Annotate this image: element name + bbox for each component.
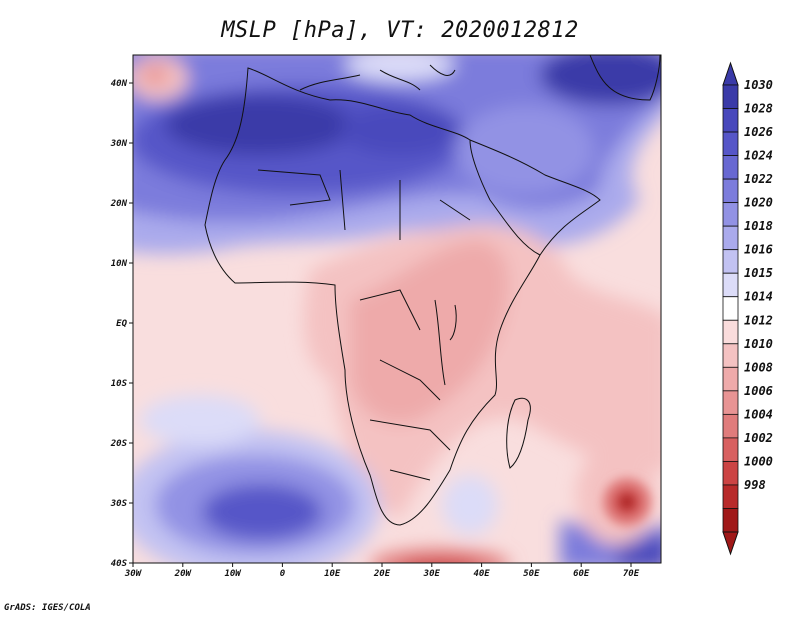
colorbar-label: 1012 bbox=[744, 313, 773, 327]
colorbar-label: 998 bbox=[744, 478, 766, 492]
colorbar-segment bbox=[722, 296, 739, 321]
colorbar-label: 1002 bbox=[744, 431, 773, 445]
colorbar-label: 1000 bbox=[744, 454, 773, 468]
x-tick-label: 30E bbox=[423, 569, 441, 579]
colorbar-label: 1030 bbox=[744, 78, 773, 92]
x-tick-label: 40E bbox=[473, 569, 490, 579]
coastline bbox=[204, 55, 661, 526]
y-tick-label: 30N bbox=[110, 139, 128, 149]
colorbar-segment bbox=[722, 413, 739, 439]
x-tick-label: 0 bbox=[280, 569, 286, 579]
x-tick-label: 50E bbox=[523, 569, 540, 579]
y-tick-label: 20S bbox=[110, 439, 128, 449]
colorbar-label: 1016 bbox=[744, 243, 773, 257]
x-tick-label: 20W bbox=[174, 569, 193, 579]
colorbar-label: 1014 bbox=[744, 290, 773, 304]
y-tick-label: EQ bbox=[116, 319, 127, 329]
x-tick-label: 10W bbox=[224, 569, 242, 579]
y-tick-label: 40N bbox=[111, 79, 128, 89]
colorbar-label: 1020 bbox=[744, 196, 773, 210]
colorbar-label: 1018 bbox=[744, 219, 773, 233]
colorbar-segment bbox=[722, 84, 739, 109]
y-tick-label: 40S bbox=[111, 559, 128, 569]
colorbar-label: 1026 bbox=[744, 125, 773, 139]
colorbar-label: 1028 bbox=[744, 102, 773, 116]
colorbar-label: 1004 bbox=[744, 407, 773, 421]
y-tick-label: 10N bbox=[111, 259, 128, 269]
x-tick-label: 10E bbox=[324, 569, 341, 579]
colorbar-label: 1022 bbox=[744, 172, 773, 186]
colorbar-label: 1010 bbox=[744, 337, 773, 351]
x-tick-label: 30W bbox=[124, 569, 143, 579]
y-tick-label: 20N bbox=[110, 199, 128, 209]
colorbar-label: 1006 bbox=[744, 384, 773, 398]
colorbar-segment bbox=[722, 272, 739, 298]
colorbar-segment bbox=[722, 390, 739, 415]
y-tick-label: 10S bbox=[111, 379, 128, 389]
colorbar-segment bbox=[722, 484, 739, 509]
colorbar-segment bbox=[722, 366, 739, 392]
plot-frame bbox=[132, 54, 662, 564]
y-tick-label: 30S bbox=[110, 499, 128, 509]
colorbar-segment bbox=[722, 437, 739, 462]
colorbar-segment bbox=[722, 178, 739, 204]
colorbar-segment bbox=[722, 225, 739, 251]
colorbar-segment bbox=[722, 202, 739, 227]
colorbar-segment bbox=[722, 108, 739, 133]
axes: 30W 20W 10W 0 10E 20E 30E 40E 50E 60E 70E 40N 30N 20N… bbox=[110, 79, 640, 579]
x-tick-label: 20E bbox=[373, 569, 391, 579]
credit-label: GrADS: IGES/COLA bbox=[4, 603, 91, 613]
colorbar-segment bbox=[722, 155, 739, 180]
colorbar: 1030 1028 1026 1024 1022 1020 1018 1016 1015 1014… bbox=[722, 61, 773, 556]
colorbar-label: 1008 bbox=[744, 360, 773, 374]
colorbar-segment bbox=[722, 131, 739, 156]
colorbar-segment bbox=[722, 319, 739, 345]
colorbar-label: 1015 bbox=[744, 266, 773, 280]
colorbar-top-arrow bbox=[722, 61, 739, 86]
colorbar-bottom-arrow bbox=[722, 531, 739, 556]
x-tick-label: 70E bbox=[623, 569, 640, 579]
colorbar-segment bbox=[722, 249, 739, 274]
map-title: MSLP [hPa], VT: 2020012812 bbox=[221, 18, 579, 43]
colorbar-segment bbox=[722, 343, 739, 368]
pressure-field bbox=[133, 55, 661, 563]
x-tick-label: 60E bbox=[573, 569, 590, 579]
colorbar-segment bbox=[722, 508, 739, 533]
colorbar-label: 1024 bbox=[744, 149, 773, 163]
colorbar-segment bbox=[722, 461, 739, 486]
